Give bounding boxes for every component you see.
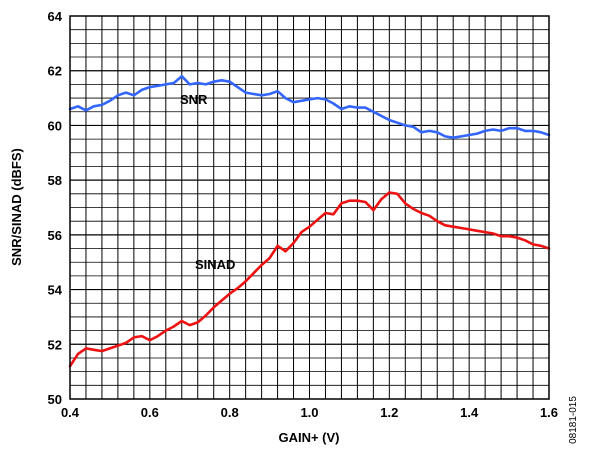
series-layer — [68, 74, 551, 368]
snr-series-label: SNR — [180, 92, 208, 107]
figure-id: 08181-015 — [568, 396, 579, 444]
grid-lines — [70, 16, 549, 399]
y-tick-labels: 50 52 54 56 58 60 62 64 — [48, 9, 63, 407]
snr-series-line — [68, 74, 551, 139]
y-tick-label: 56 — [48, 228, 62, 243]
x-tick-label: 1.6 — [540, 405, 558, 420]
y-tick-label: 60 — [48, 118, 62, 133]
x-tick-label: 1.0 — [300, 405, 318, 420]
y-tick-label: 62 — [48, 64, 62, 79]
y-tick-label: 58 — [48, 173, 62, 188]
x-axis-title: GAIN+ (V) — [278, 430, 339, 445]
y-tick-label: 52 — [48, 337, 62, 352]
sinad-series-label: SINAD — [195, 257, 235, 272]
sinad-series-line — [68, 191, 551, 368]
y-axis-title: SNR/SINAD (dBFS) — [9, 148, 24, 266]
x-tick-label: 0.8 — [221, 405, 239, 420]
x-tick-label: 1.4 — [460, 405, 479, 420]
plot-frame — [69, 15, 550, 400]
x-tick-label: 0.4 — [61, 405, 80, 420]
x-tick-label: 1.2 — [380, 405, 398, 420]
y-tick-label: 50 — [48, 392, 62, 407]
x-tick-labels: 0.4 0.6 0.8 1.0 1.2 1.4 1.6 — [61, 405, 558, 420]
y-tick-label: 64 — [48, 9, 63, 24]
y-tick-label: 54 — [48, 283, 63, 298]
x-tick-label: 0.6 — [141, 405, 159, 420]
